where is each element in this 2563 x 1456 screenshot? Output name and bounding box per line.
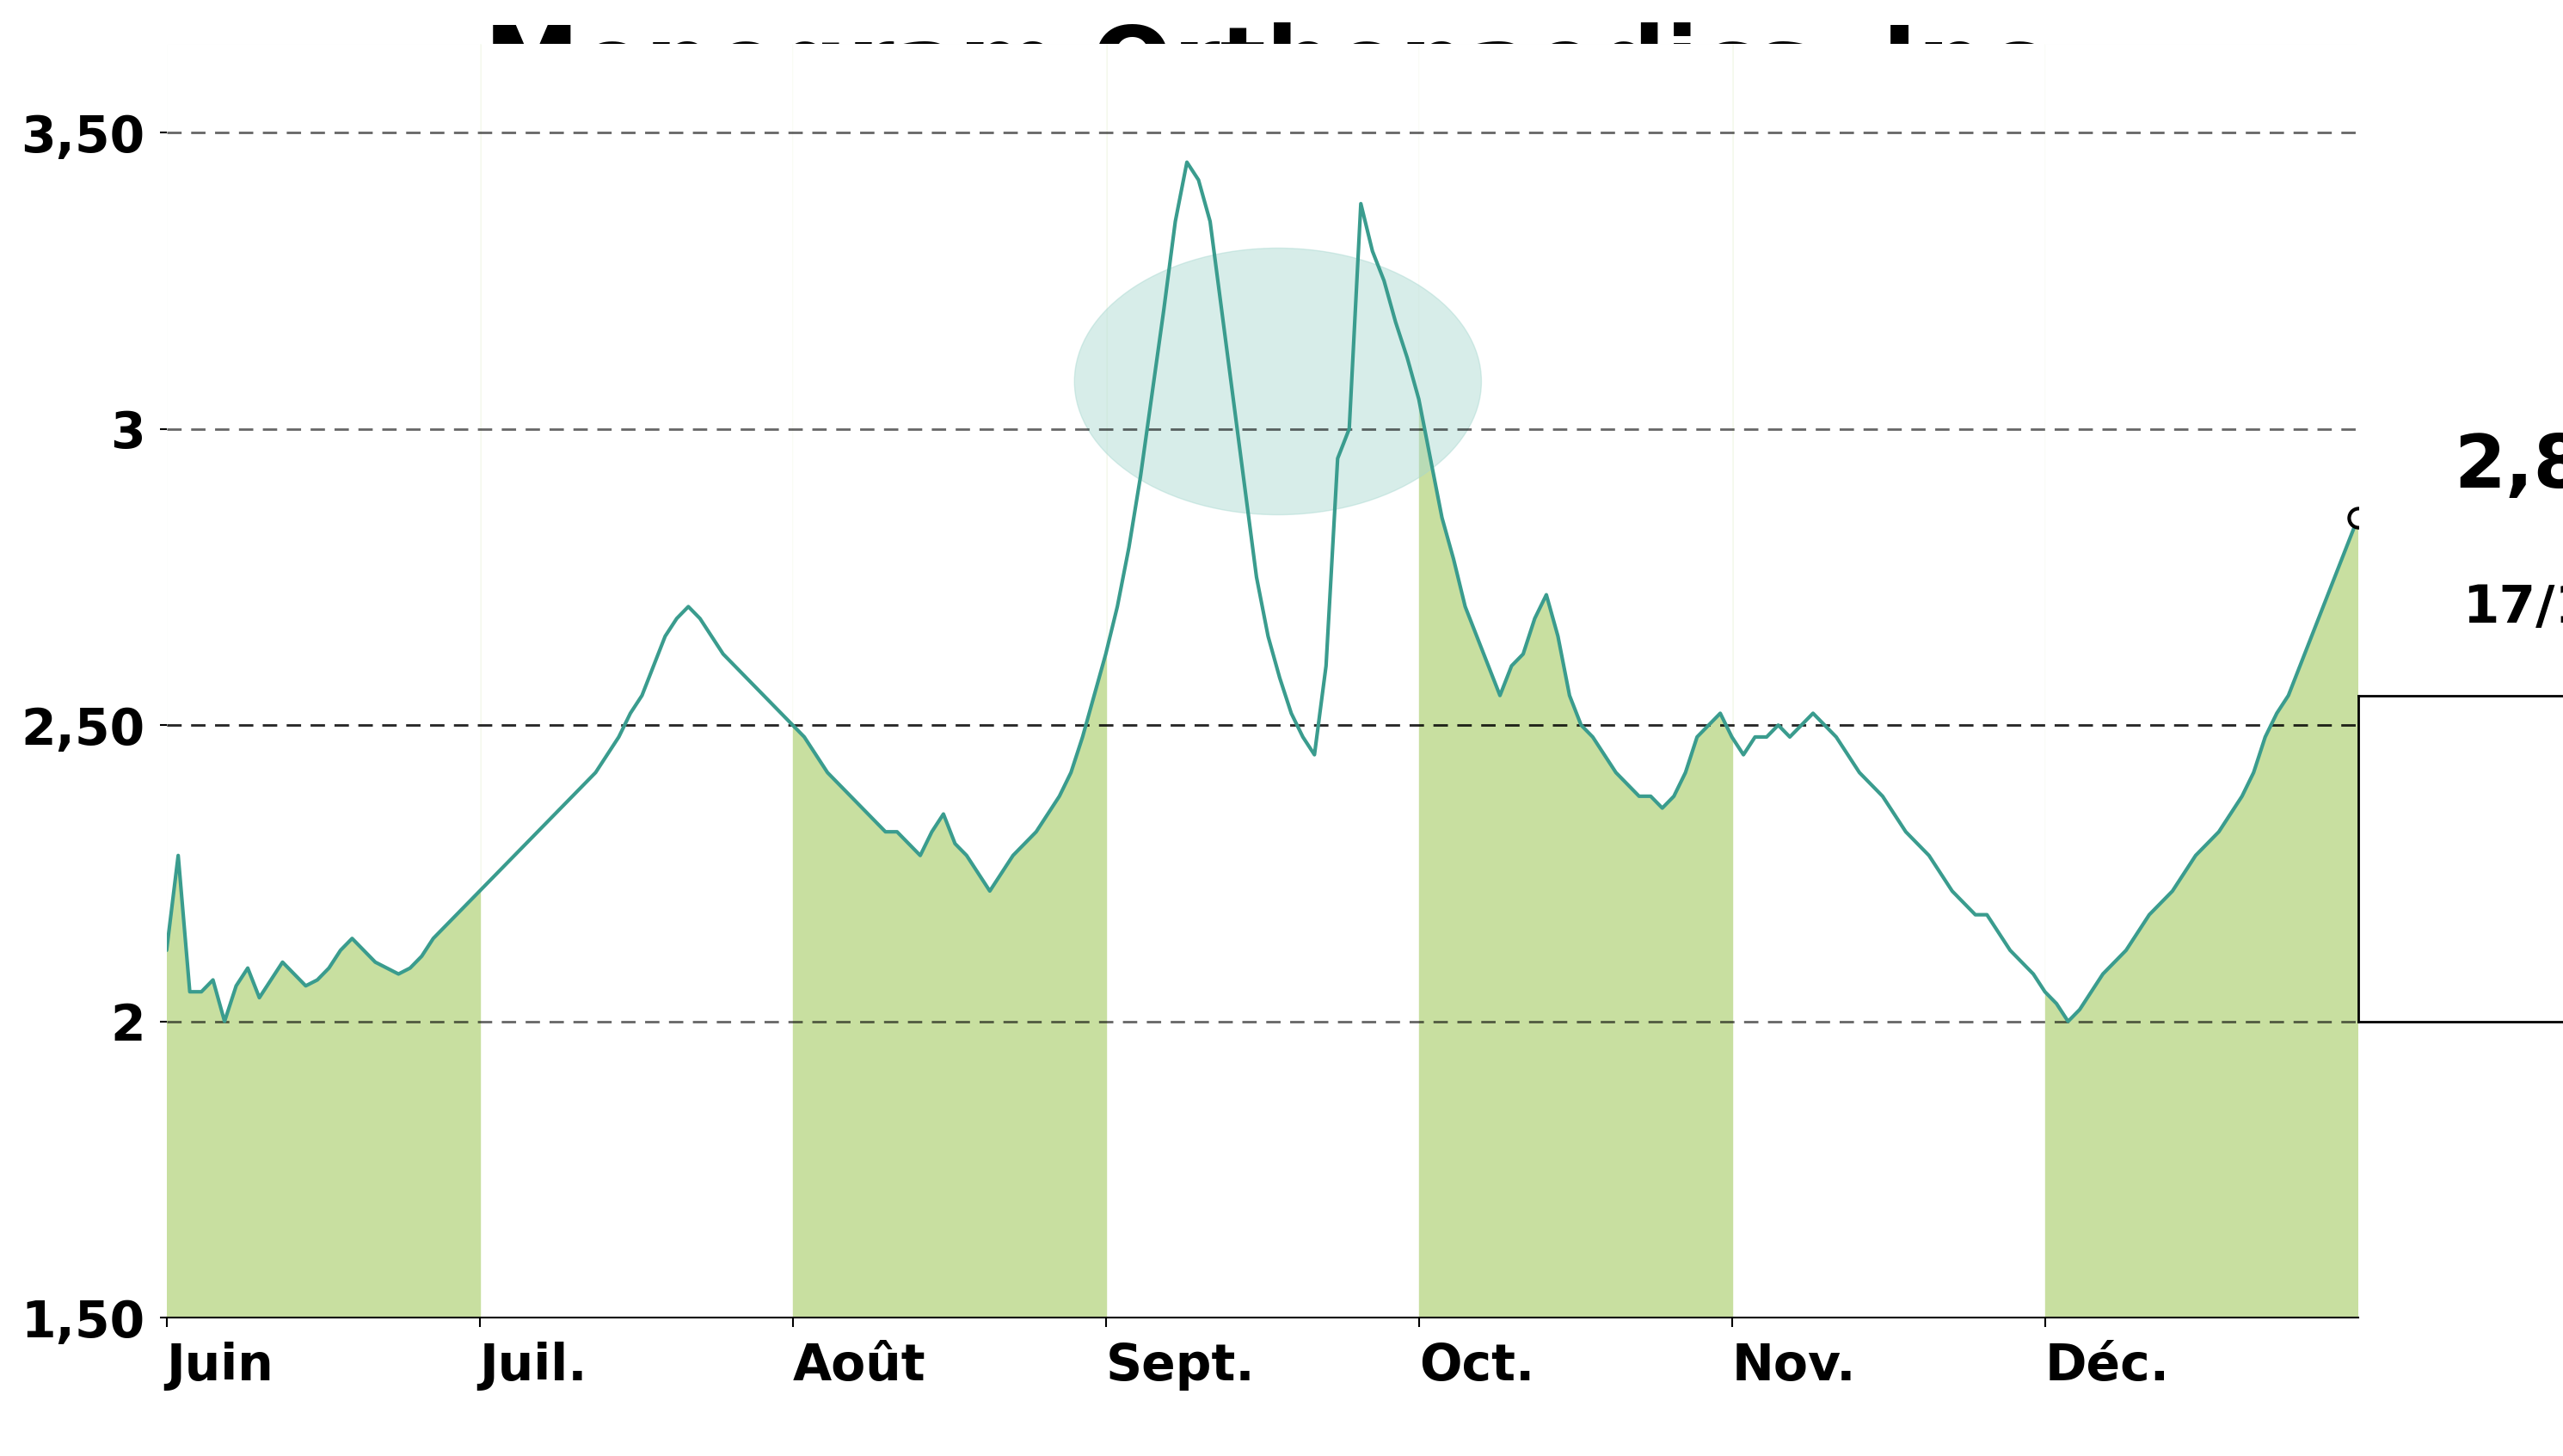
Bar xyxy=(2045,44,2358,1318)
Text: Monogram Orthopaedics, Inc.: Monogram Orthopaedics, Inc. xyxy=(484,23,2079,115)
Text: 2,85: 2,85 xyxy=(2453,432,2563,504)
Ellipse shape xyxy=(1074,248,1481,515)
Text: 17/12: 17/12 xyxy=(2463,584,2563,633)
Bar xyxy=(1420,44,1733,1318)
Bar xyxy=(167,44,479,1318)
Bar xyxy=(792,44,1105,1318)
